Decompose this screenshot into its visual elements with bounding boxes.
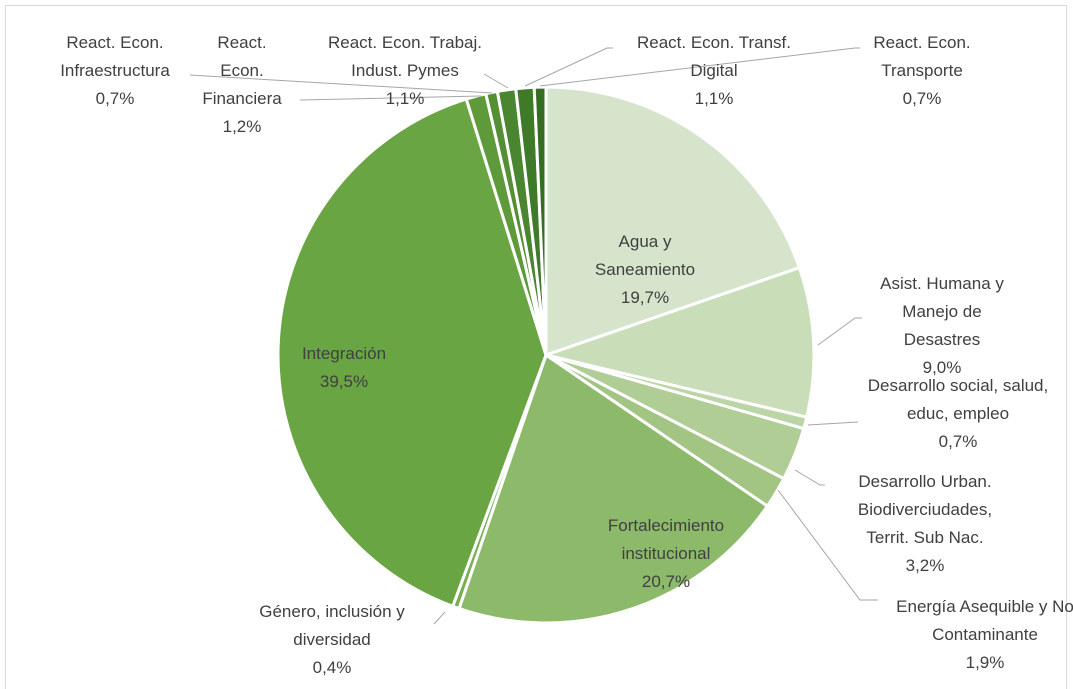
slice-label: React. Econ. Trabaj. Indust. Pymes 1,1% (305, 29, 505, 113)
slice-label: Asist. Humana y Manejo de Desastres 9,0% (862, 270, 1022, 382)
slice-value: 0,7% (95, 89, 135, 108)
slice-label: React. Econ. Financiera 1,2% (202, 29, 282, 141)
leader-line (483, 73, 509, 89)
leader-line (794, 469, 825, 486)
pie-slice (532, 85, 548, 356)
pie-slice (457, 352, 770, 625)
slice-label: React. Econ. Transporte 0,7% (852, 29, 992, 113)
slice-name: Agua y Saneamiento (594, 232, 696, 279)
pie-slice (276, 97, 548, 609)
slice-label: React. Econ. Infraestructura 0,7% (40, 29, 190, 113)
leader-line (189, 74, 493, 94)
slice-label: Agua y Saneamiento 19,7% (575, 228, 715, 312)
slice-value: 0,7% (902, 89, 942, 108)
slice-value: 9,0% (922, 358, 962, 377)
slice-name: React. Econ. Transporte (873, 33, 971, 80)
slice-label: Energía Asequible y No Contaminante 1,9% (885, 593, 1073, 677)
slice-name: Fortalecimiento institucional (607, 516, 725, 563)
slice-label: Desarrollo Urban. Biodiverciudades, Terr… (835, 468, 1015, 580)
slice-label: Género, inclusión y diversidad 0,4% (232, 598, 432, 682)
slice-value: 3,2% (905, 556, 945, 575)
slice-name: React. Econ. Infraestructura (60, 33, 170, 80)
slice-name: React. Econ. Trabaj. Indust. Pymes (327, 33, 483, 80)
chart-frame (5, 5, 1067, 689)
slice-name: Desarrollo Urban. Biodiverciudades, Terr… (857, 472, 993, 547)
slice-value: 0,4% (312, 658, 352, 677)
slice-label: Desarrollo social, salud, educ, empleo 0,… (858, 372, 1058, 456)
slice-value: 39,5% (319, 372, 369, 391)
leader-line (433, 611, 446, 625)
leader-line (524, 47, 613, 87)
slice-value: 1,1% (385, 89, 425, 108)
slice-value: 1,9% (965, 653, 1005, 672)
slice-name: React. Econ. Transf. Digital (636, 33, 791, 80)
slice-name: Asist. Humana y Manejo de Desastres (880, 274, 1004, 349)
slice-value: 1,2% (222, 117, 262, 136)
slice-label: Integración 39,5% (284, 340, 404, 396)
slice-name: Género, inclusión y diversidad (259, 602, 405, 649)
slice-name: Desarrollo social, salud, educ, empleo (867, 376, 1049, 423)
pie-slice (540, 265, 816, 420)
slice-name: React. Econ. Financiera (202, 33, 282, 108)
slice-value: 0,7% (938, 432, 978, 451)
leader-line (299, 95, 482, 101)
slice-value: 20,7% (641, 572, 691, 591)
leader-line (807, 421, 859, 426)
slice-value: 1,1% (694, 89, 734, 108)
leader-line (777, 489, 878, 601)
slice-value: 19,7% (620, 288, 670, 307)
slice-name: Energía Asequible y No Contaminante (896, 597, 1073, 644)
slice-label: Fortalecimiento institucional 20,7% (591, 512, 741, 596)
slice-label: React. Econ. Transf. Digital 1,1% (614, 29, 814, 113)
slice-name: Integración (301, 344, 387, 363)
leader-line (817, 317, 862, 346)
leader-line (539, 47, 860, 87)
